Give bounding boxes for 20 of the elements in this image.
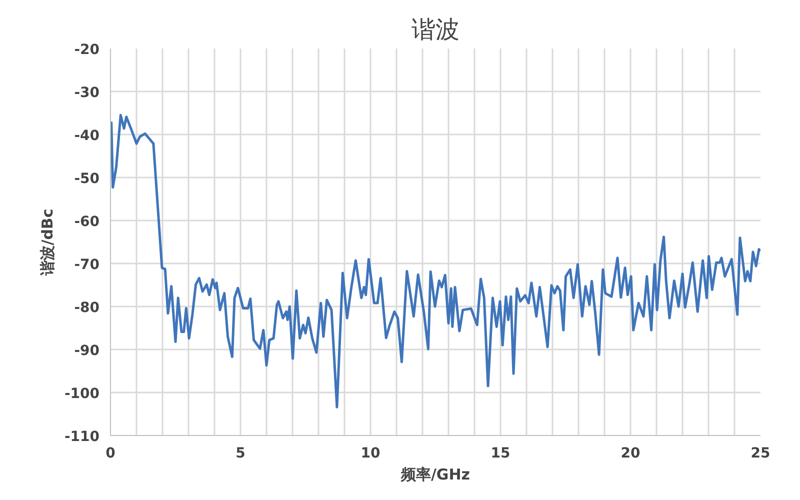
y-tick-label: -70: [74, 257, 100, 273]
x-tick-label: 20: [620, 446, 640, 462]
x-tick-label: 15: [490, 446, 510, 462]
y-tick-label: -30: [74, 85, 100, 101]
y-axis-title: 谐波/dBc: [38, 208, 56, 276]
y-tick-label: -50: [74, 171, 100, 187]
y-tick-label: -40: [74, 128, 100, 144]
y-tick-label: -20: [74, 42, 100, 58]
chart-title: 谐波: [412, 16, 460, 44]
line-series: [110, 114, 760, 408]
x-axis-title: 频率/GHz: [400, 466, 470, 484]
x-tick-label: 10: [360, 446, 380, 462]
y-tick-label: -90: [74, 343, 100, 359]
y-tick-label: -100: [64, 386, 100, 402]
x-tick-label: 25: [750, 446, 770, 462]
x-tick-label: 0: [106, 446, 116, 462]
y-tick-label: -80: [74, 300, 100, 316]
y-tick-label: -60: [74, 214, 100, 230]
y-tick-label: -110: [64, 429, 100, 445]
x-tick-label: 5: [236, 446, 246, 462]
